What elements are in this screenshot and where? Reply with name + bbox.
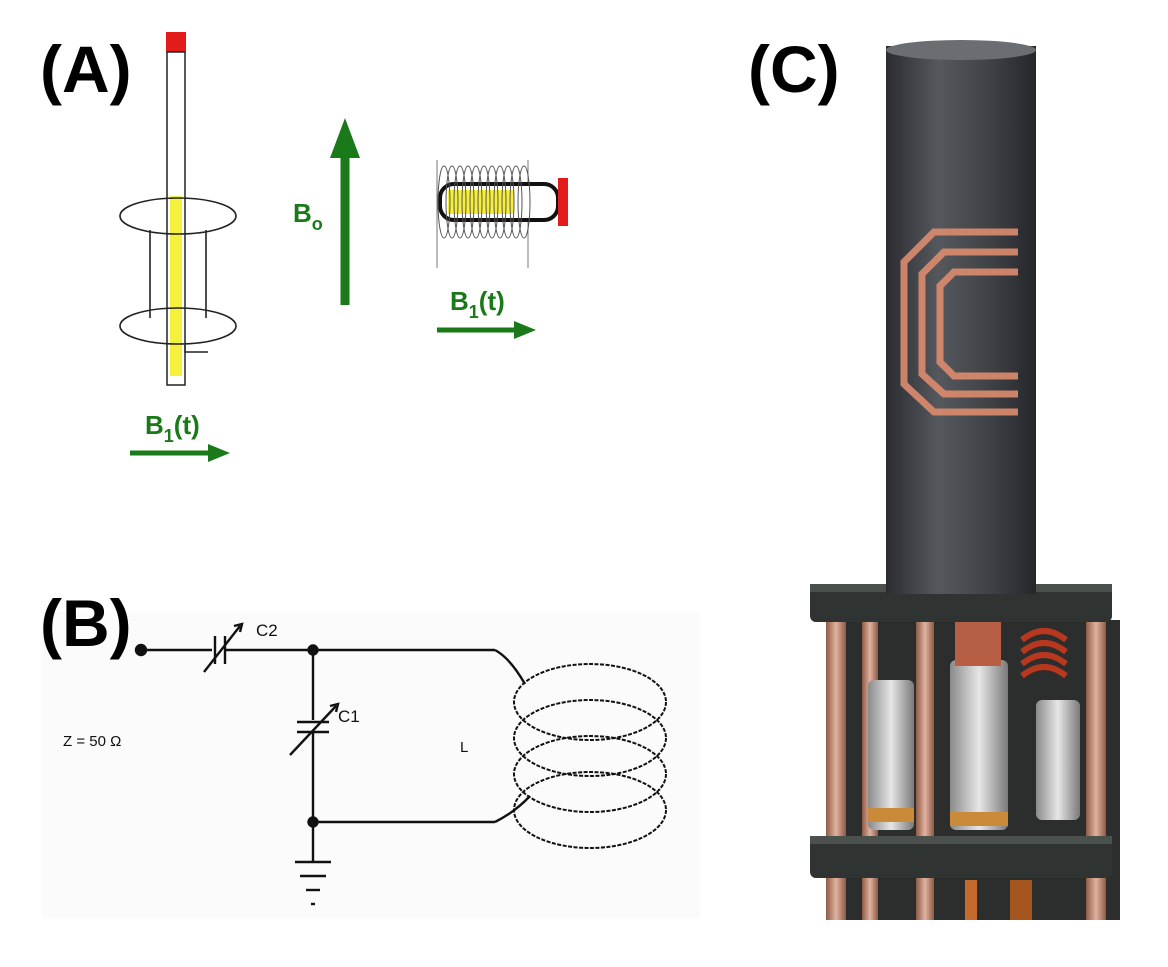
saddle-coil-top-loop [119,197,237,235]
copper-band-2 [950,812,1008,826]
horizontal-sample-cap [558,178,568,226]
saddle-coil-bottom-loop [119,307,237,345]
c1-arrowhead [329,702,340,713]
c1-tuning-arrow [289,705,337,756]
bottom-copper-wire-1 [965,880,977,920]
tuning-capacitor-2 [950,660,1008,830]
copper-inductor [1020,628,1068,679]
saddle-resonator-copper [900,228,1018,416]
b0-arrow-group: Bo [293,118,360,305]
solenoid-coil-assembly [436,160,568,268]
upper-ring [810,584,1112,622]
sample-liquid [170,196,182,376]
lower-ring [810,836,1112,878]
b1-left-arrowhead [208,444,230,462]
panel-b-background [42,612,700,918]
b0-arrowhead [330,118,360,158]
b1-left-label: B1(t) [145,410,200,446]
saddle-coil-assembly [119,32,237,386]
copper-strap [955,622,1001,666]
coil-former-tube [886,46,1036,594]
c2-tuning-arrow [203,625,241,673]
tuning-capacitor-3 [1036,700,1080,820]
horizontal-sample-liquid [448,190,514,214]
wire-top-coil-lead [494,648,527,685]
wire-bottom-coil-lead [494,795,531,824]
impedance-label: Z = 50 Ω [63,733,121,750]
b1-left-arrow-group: B1(t) [130,410,230,462]
b1-right-arrowhead [514,321,536,339]
panel-a-label: (A) [40,32,132,106]
b1-right-label: B1(t) [450,286,505,322]
inductor-coil [513,663,667,849]
panel-c-probe-photo [810,40,1120,920]
tube-top-rim [886,40,1036,60]
panel-b-label: (B) [40,586,132,660]
b1-right-arrow-group: B1(t) [437,286,536,339]
c2-label: C2 [256,621,278,640]
c1-label: C1 [338,707,360,726]
solenoid-turns [437,165,531,239]
panel-a-diagram: Bo B1(t) [119,32,568,462]
sample-cap-red [166,32,186,52]
bottom-copper-wire-2 [1010,880,1032,920]
panel-c-label: (C) [748,32,840,106]
copper-band-1 [868,808,914,822]
tuning-capacitor-1 [868,680,914,830]
lower-ring-highlight [810,836,1112,844]
saddle-coil-lead [184,345,208,353]
c2-arrowhead [233,622,244,633]
b0-label: Bo [293,198,323,234]
inductor-label: L [460,739,468,756]
panel-b-circuit: Z = 50 Ω C2 C1 L [63,621,667,906]
